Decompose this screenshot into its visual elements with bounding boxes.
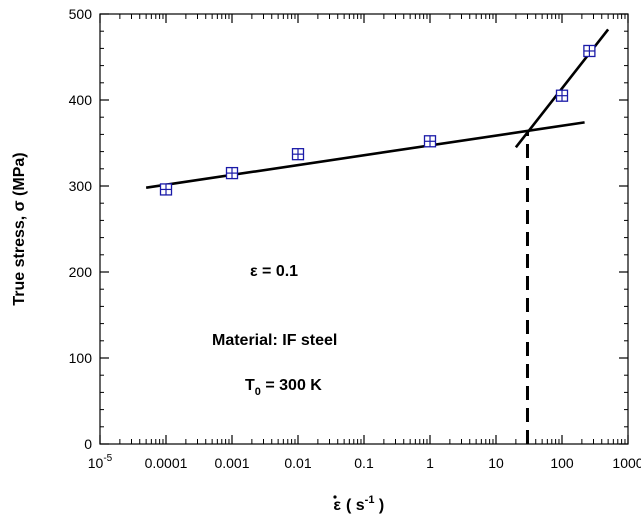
x-axis-title-symbol: ε	[333, 497, 341, 514]
y-axis: 0 100 200 300 400 500	[69, 6, 628, 452]
x-tick-label: 0.1	[354, 455, 374, 471]
y-axis-title: True stress, σ (MPa)	[11, 152, 28, 305]
data-point	[423, 135, 437, 148]
x-tick-label-base: 10	[88, 455, 104, 471]
x-tick-label-exp: -5	[103, 453, 112, 464]
data-point	[225, 166, 239, 180]
data-points	[159, 44, 596, 196]
x-tick-label: 1000	[612, 455, 641, 471]
data-point	[159, 183, 173, 196]
y-tick-label: 200	[69, 264, 93, 280]
plot-frame	[99, 13, 629, 445]
x-axis-title-dot	[333, 495, 337, 499]
x-axis-title: ε ( s-1 )	[333, 494, 384, 514]
x-axis-title-exp: -1	[365, 494, 375, 506]
x-tick-label: 10	[488, 455, 504, 471]
x-axis-title-close: )	[374, 497, 384, 514]
x-tick-label: 1	[426, 455, 434, 471]
x-tick-label: 0.001	[214, 455, 249, 471]
y-tick-label: 100	[69, 350, 93, 366]
svg-text:( s-1 ): ( s-1 )	[346, 494, 384, 514]
annotation-temperature-sub: 0	[255, 386, 261, 398]
fit-lines	[145, 28, 610, 444]
annotation-temperature-base: T	[245, 377, 255, 394]
y-tick-label: 500	[69, 6, 93, 22]
x-axis-title-open: ( s	[346, 497, 365, 514]
x-tick-label: 10-5	[88, 453, 113, 471]
data-point	[583, 44, 596, 58]
annotation-strain: ε = 0.1	[250, 263, 298, 280]
y-tick-label: 400	[69, 92, 93, 108]
data-point	[555, 89, 569, 102]
x-tick-label: 100	[550, 455, 574, 471]
annotation-temperature-rest: = 300 K	[261, 377, 322, 394]
x-axis: 10-5 0.0001 0.001 0.01 0.1 1 10 100 1000	[88, 14, 641, 471]
y-tick-label: 0	[84, 436, 92, 452]
svg-text:ε: ε	[333, 497, 341, 514]
x-tick-label: 0.0001	[145, 455, 188, 471]
annotation-temperature: T0 = 300 K	[245, 377, 322, 398]
x-tick-label: 0.01	[284, 455, 311, 471]
y-tick-label: 300	[69, 178, 93, 194]
data-point	[291, 148, 305, 161]
annotation-material: Material: IF steel	[212, 332, 337, 349]
fit-line	[145, 121, 585, 190]
